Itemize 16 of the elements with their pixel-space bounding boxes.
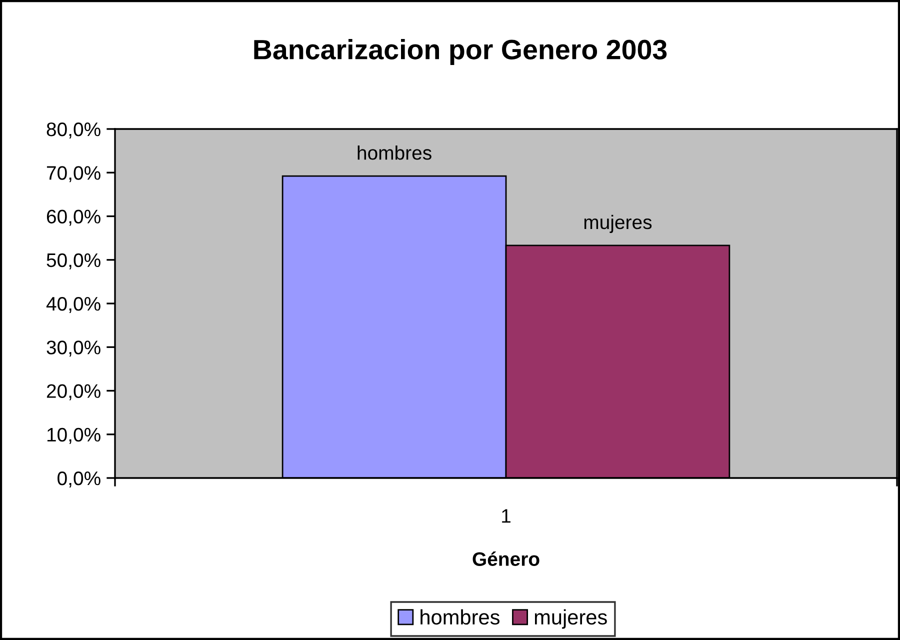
legend-label: mujeres [534, 609, 607, 629]
y-tick-label: 50,0% [46, 253, 100, 270]
y-tick-label: 0,0% [58, 471, 100, 488]
data-label: hombres [358, 145, 432, 160]
y-tick-label: 10,0% [47, 428, 100, 444]
legend-label: hombres [420, 609, 500, 625]
chart-title: Bancarizacion por Genero 2003 [254, 39, 667, 65]
x-tick-label: 1 [502, 509, 510, 523]
y-tick-label: 60,0% [46, 210, 100, 226]
y-tick-label: 20,0% [46, 384, 100, 400]
y-tick-label: 70,0% [46, 166, 100, 182]
y-tick-label: 80,0% [46, 122, 100, 139]
y-tick-label: 40,0% [46, 296, 100, 314]
y-tick-label: 30,0% [46, 340, 100, 357]
x-axis-title: Género [472, 552, 540, 566]
data-label: mujeres [584, 214, 652, 233]
